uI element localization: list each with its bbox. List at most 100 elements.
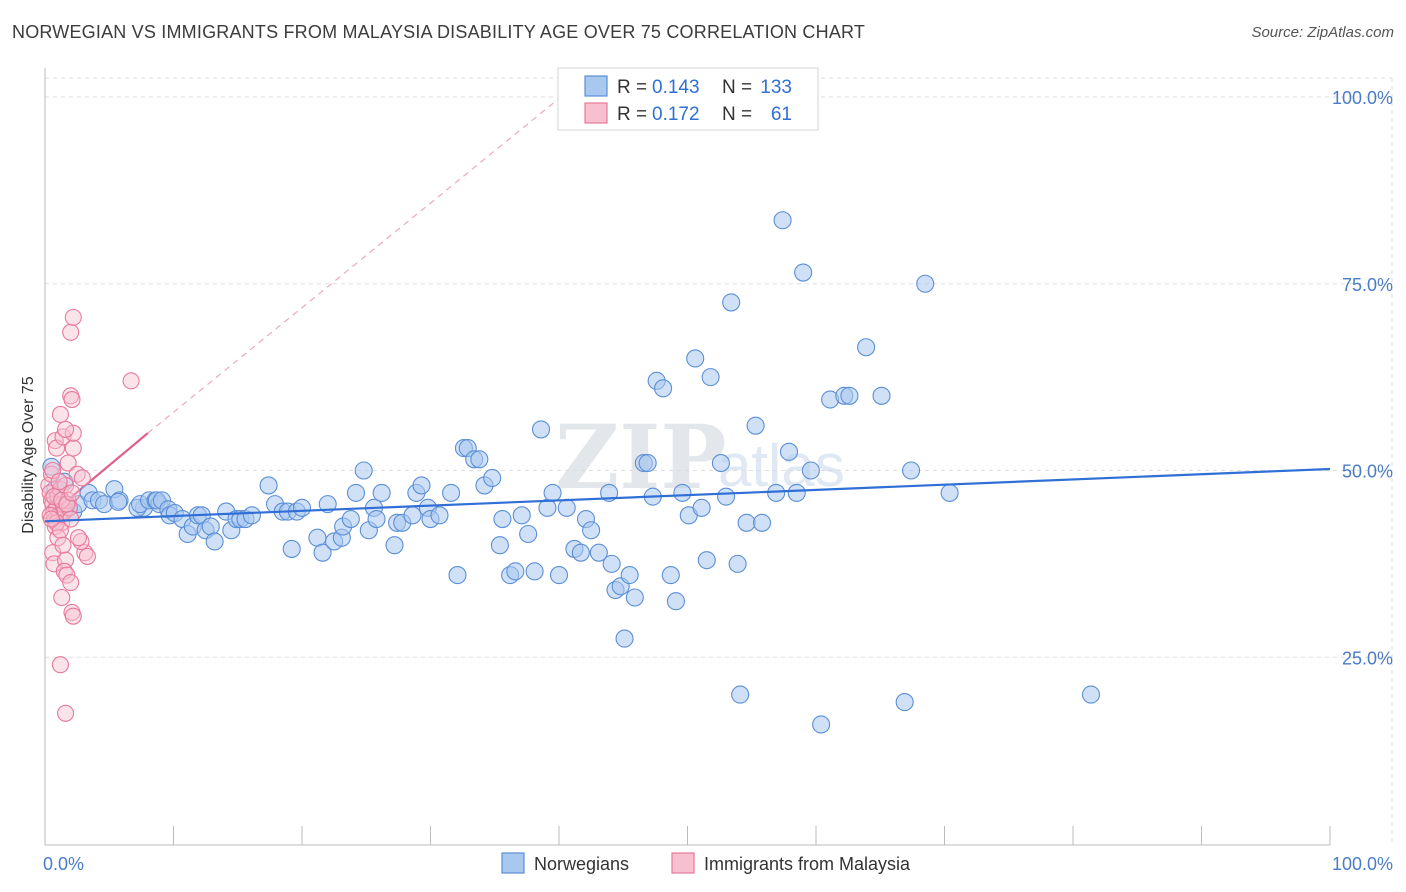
norwegians-point: [752, 513, 772, 532]
norwegians-point: [794, 263, 813, 282]
norwegians-trend: [44, 467, 1331, 523]
norwegians-point: [403, 506, 422, 525]
norwegians-point: [109, 492, 128, 511]
norwegians-point: [779, 442, 799, 461]
immigrants-point: [64, 308, 82, 326]
immigrants-point: [63, 484, 81, 502]
immigrants-point: [51, 521, 69, 539]
immigrants-point: [78, 547, 96, 565]
legend-swatch-immigrants: [584, 102, 608, 124]
norwegians-point: [737, 513, 756, 532]
norwegians-point: [582, 521, 601, 540]
x-tick-labels: 0.0% 100.0%: [43, 854, 1393, 874]
norwegians-point: [940, 483, 959, 502]
norwegians-point: [773, 211, 792, 230]
immigrants-point: [59, 454, 77, 472]
norwegians-point: [354, 461, 373, 480]
immigrants-point: [69, 529, 87, 547]
bottom-legend-immigrants: Immigrants from Malaysia: [704, 854, 911, 874]
legend-r-value-2: 0.172: [652, 104, 700, 125]
immigrants-point: [57, 704, 75, 722]
immigrants-point: [64, 424, 82, 442]
norwegians-point: [292, 498, 312, 517]
norwegians-point: [470, 450, 489, 469]
legend-swatch-norwegians: [584, 75, 608, 97]
norwegians-point: [812, 715, 831, 734]
source-label: Source: ZipAtlas.com: [1251, 24, 1394, 41]
norwegians-point: [493, 510, 512, 529]
norwegians-point: [654, 379, 673, 398]
norwegians-point: [767, 483, 786, 502]
immigrants-point: [54, 536, 72, 554]
immigrants-point: [57, 420, 75, 438]
legend-r-label-1: R =: [617, 77, 647, 98]
norwegians-point: [430, 506, 449, 525]
norwegians-point: [625, 588, 644, 607]
axes: [44, 68, 1331, 846]
norwegians-point: [602, 554, 621, 573]
norwegians-trend-line: [44, 467, 1331, 523]
norwegians-point: [731, 685, 750, 704]
norwegians-point: [902, 461, 921, 480]
bottom-legend-swatch-immigrants: [671, 852, 695, 874]
immigrants-point: [64, 607, 82, 625]
norwegians-point: [483, 468, 502, 488]
norwegians-point: [341, 510, 360, 529]
norwegians-point: [346, 483, 366, 502]
immigrants-point: [63, 390, 81, 409]
series-legend: Norwegians Immigrants from Malaysia: [501, 852, 911, 874]
immigrants-point: [73, 469, 91, 487]
norwegians-point: [372, 483, 391, 502]
norwegians-point: [525, 562, 544, 581]
immigrants-point: [62, 323, 80, 341]
norwegians-point: [620, 566, 639, 585]
norwegians-point: [673, 483, 692, 502]
immigrants-point: [51, 405, 69, 424]
norwegians-point: [840, 386, 859, 405]
immigrants-point: [64, 439, 82, 457]
norwegians-point: [412, 476, 431, 495]
y-tick-label: 100.0%: [1332, 88, 1393, 108]
x-tick-label-max: 100.0%: [1332, 854, 1393, 874]
y-tick-labels: 25.0% 50.0% 75.0% 100.0%: [1332, 88, 1393, 668]
norwegians-point: [282, 539, 301, 558]
immigrants-point: [42, 510, 60, 528]
norwegians-point: [205, 532, 224, 551]
y-tick-label: 50.0%: [1342, 462, 1393, 482]
norwegians-point: [549, 566, 569, 585]
norwegians-point: [916, 274, 935, 293]
norwegians-point: [543, 483, 562, 502]
norwegians-point: [318, 495, 337, 514]
norwegians-point: [638, 453, 657, 473]
norwegians-point: [722, 293, 741, 312]
norwegians-point: [385, 536, 404, 555]
x-tick-label-min: 0.0%: [43, 854, 84, 874]
norwegians-point: [512, 506, 531, 525]
norwegians-point: [506, 562, 525, 581]
norwegians-point: [448, 566, 467, 585]
y-tick-label: 25.0%: [1342, 648, 1393, 668]
legend-n-label-1: N =: [722, 77, 752, 98]
immigrants-point: [50, 473, 68, 491]
chart-title: NORWEGIAN VS IMMIGRANTS FROM MALAYSIA DI…: [12, 22, 866, 42]
immigrants-point: [62, 573, 80, 592]
norwegians-point: [895, 693, 914, 712]
norwegians-point: [571, 543, 590, 562]
legend-r-value-1: 0.143: [652, 77, 700, 98]
norwegians-point: [728, 554, 747, 573]
norwegians-point: [716, 487, 736, 506]
immigrants-point: [51, 656, 69, 674]
norwegians-point: [661, 566, 680, 585]
norwegians-point: [615, 629, 634, 648]
norwegians-point: [589, 543, 608, 562]
legend-r-label-2: R =: [617, 104, 647, 125]
legend-n-value-1: 133: [760, 77, 792, 98]
y-axis-title: Disability Age Over 75: [20, 376, 37, 534]
norwegians-point: [666, 592, 685, 611]
norwegians-point: [367, 510, 386, 529]
norwegians-point: [242, 506, 261, 525]
norwegians-point: [746, 416, 765, 435]
legend-n-label-2: N =: [722, 104, 752, 125]
norwegians-point: [872, 386, 891, 405]
